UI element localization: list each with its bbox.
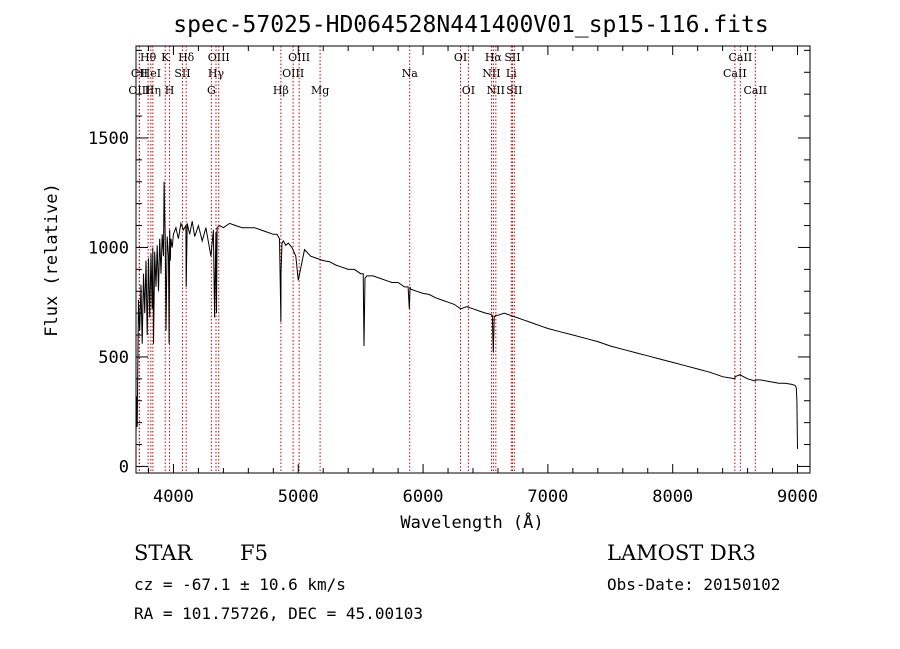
emission-line-label: OI (462, 84, 475, 97)
x-tick-label: 5000 (278, 487, 319, 507)
emission-line-label: CaII (729, 51, 753, 64)
emission-line-label: NII (482, 67, 500, 80)
emission-line-label: Hβ (273, 84, 289, 97)
x-axis-label: Wavelength (Å) (400, 511, 543, 533)
emission-line-label: Hδ (178, 51, 195, 64)
coordinates: RA = 101.75726, DEC = 45.00103 (134, 604, 423, 623)
emission-line-label: CII (131, 67, 148, 80)
y-tick-label: 1000 (88, 238, 129, 258)
y-tick-label: 1500 (88, 129, 129, 149)
emission-line-label: OI (454, 51, 467, 64)
emission-line-label: OIII (282, 67, 304, 80)
emission-line-label: G (207, 84, 216, 97)
x-tick-label: 8000 (652, 487, 693, 507)
emission-line-label: Li (506, 67, 517, 80)
plot-frame (135, 45, 811, 474)
emission-line-markers (138, 46, 756, 473)
emission-line-label: Hη (145, 84, 161, 97)
emission-line-labels: CII OIII Hθ HeI Hη K H SII Hδ G Hγ OIII Hβ OIII OIII Mg… (128, 51, 767, 97)
emission-line-label: H (165, 84, 175, 97)
emission-line-label: SII (506, 84, 522, 97)
emission-line-label: Hθ (140, 51, 157, 64)
emission-line-label: Hα (485, 51, 503, 64)
object-class: STAR (134, 541, 193, 565)
x-tick-label: 7000 (527, 487, 568, 507)
y-axis: 0 500 1000 1500 (88, 49, 810, 477)
emission-line-label: Mg (311, 84, 329, 97)
y-tick-label: 500 (98, 348, 129, 368)
y-axis-label: Flux (relative) (42, 183, 62, 337)
emission-line-label: CaII (723, 67, 747, 80)
x-tick-label: 9000 (777, 487, 818, 507)
emission-line-label: SII (504, 51, 520, 64)
emission-line-label: OIII (208, 51, 230, 64)
emission-line-label: Hγ (208, 67, 225, 80)
emission-line-label: NII (487, 84, 505, 97)
object-subclass: F5 (240, 541, 268, 565)
x-tick-label: 6000 (403, 487, 444, 507)
emission-line-label: CaII (743, 84, 767, 97)
spectrum-line (135, 181, 798, 449)
x-axis: 4000 5000 6000 7000 8000 9000 (147, 46, 818, 507)
emission-line-label: OIII (288, 51, 310, 64)
survey-name: LAMOST DR3 (607, 541, 756, 565)
emission-line-label: HeI (141, 67, 161, 80)
emission-line-label: OIII (128, 84, 150, 97)
emission-line-label: Na (402, 67, 419, 80)
chart-title: spec-57025-HD064528N441400V01_sp15-116.f… (173, 12, 768, 38)
y-tick-label: 0 (119, 457, 129, 477)
x-tick-label: 4000 (153, 487, 194, 507)
emission-line-label: K (161, 51, 170, 64)
redshift-cz: cz = -67.1 ± 10.6 km/s (134, 575, 346, 594)
emission-line-label: SII (174, 67, 190, 80)
observation-date: Obs-Date: 20150102 (607, 575, 780, 594)
